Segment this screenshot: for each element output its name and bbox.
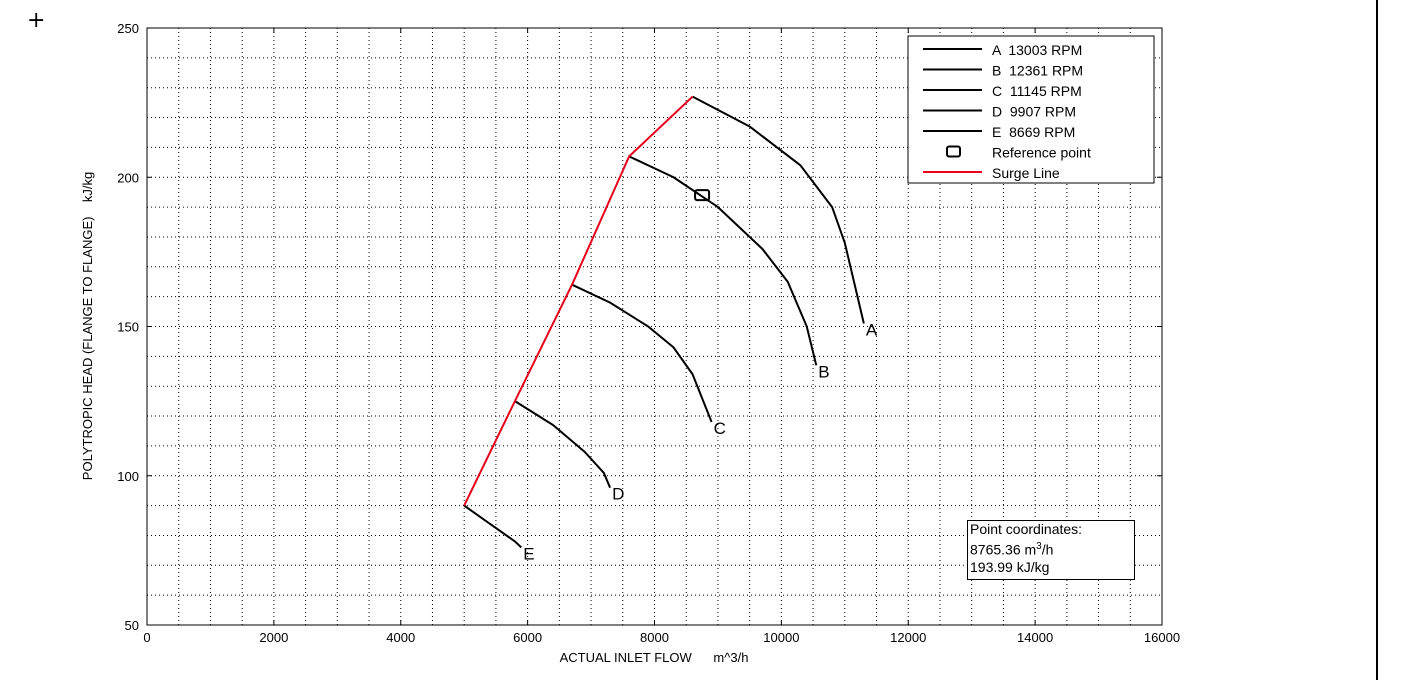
x-tick-label: 14000 — [1017, 630, 1053, 645]
curve-label-e: E — [523, 544, 534, 563]
legend-marker-swatch — [946, 145, 961, 158]
x-tick-label: 2000 — [259, 630, 288, 645]
speed-curve-b[interactable] — [628, 155, 818, 366]
series-layer — [463, 95, 865, 549]
x-tick-label: 16000 — [1144, 630, 1180, 645]
ticks-layer: 0 2000 4000 6000 8000 10000 12000 14000 16000 50 1… — [117, 21, 1180, 645]
speed-curve-c[interactable] — [571, 283, 713, 423]
coordinates-flow-value: 8765.36 — [970, 541, 1021, 558]
x-tick-label: 4000 — [386, 630, 415, 645]
y-tick-label: 150 — [117, 320, 139, 335]
x-tick-label: 6000 — [513, 630, 542, 645]
reference-point-marker[interactable] — [694, 189, 711, 202]
legend[interactable]: A 13003 RPM B 12361 RPM C 11145 RPM D 9907 … — [907, 35, 1155, 184]
crosshair-icon: + — [27, 8, 46, 33]
legend-label: Surge Line — [992, 165, 1060, 181]
coordinates-flow-unit-sup: 3 — [1036, 541, 1042, 552]
legend-label: E 8669 RPM — [992, 124, 1075, 140]
y-tick-label: 50 — [125, 618, 139, 633]
speed-curve-a[interactable] — [692, 95, 865, 324]
x-tick-label: 10000 — [763, 630, 799, 645]
coordinates-flow-unit-base: m — [1024, 541, 1037, 558]
y-tick-label: 200 — [117, 170, 139, 185]
curve-label-a: A — [866, 321, 878, 340]
curve-labels-layer: A B C D E — [523, 321, 878, 564]
x-tick-label: 8000 — [640, 630, 669, 645]
x-axis-label: ACTUAL INLET FLOW m^3/h — [560, 650, 749, 665]
surge-line[interactable] — [463, 95, 694, 507]
x-tick-label: 12000 — [890, 630, 926, 645]
speed-curve-d[interactable] — [514, 400, 612, 489]
speed-curve-e[interactable] — [463, 504, 522, 549]
y-axis-label: POLYTROPIC HEAD (FLANGE TO FLANGE) kJ/kg — [80, 172, 95, 480]
legend-label: D 9907 RPM — [992, 104, 1076, 120]
curve-label-c: C — [714, 419, 726, 438]
legend-label: A 13003 RPM — [992, 42, 1082, 58]
legend-label: C 11145 RPM — [992, 83, 1082, 99]
curve-label-d: D — [612, 485, 624, 504]
curve-label-b: B — [818, 362, 829, 381]
point-coordinates-box: Point coordinates: 8765.36 m3/h 193.99 k… — [967, 520, 1135, 580]
coordinates-head: 193.99 kJ/kg — [970, 558, 1050, 575]
coordinates-title: Point coordinates: — [970, 521, 1083, 537]
coordinates-flow-unit-suffix: /h — [1041, 541, 1054, 558]
legend-label: Reference point — [992, 145, 1091, 161]
x-tick-label: 0 — [143, 630, 150, 645]
coordinates-flow: 8765.36 m3/h — [970, 538, 1134, 559]
window-right-border — [1376, 0, 1378, 680]
y-tick-label: 100 — [117, 469, 139, 484]
y-tick-label: 250 — [117, 21, 139, 36]
legend-label: B 12361 RPM — [992, 63, 1083, 79]
